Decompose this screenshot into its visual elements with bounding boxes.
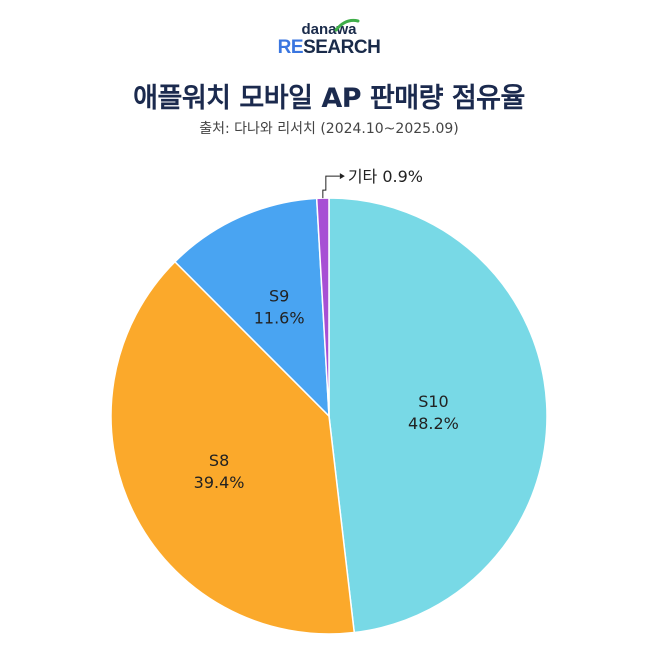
slice-value-label: 48.2% [408,414,459,433]
slice-label-other: 기타 0.9% [348,167,423,186]
slice-label: S10 [418,392,449,411]
leader-arrow-icon [339,173,345,180]
pie-slice-3 [173,197,330,418]
pie-slice-2 [110,260,356,635]
slice-value-label: 11.6% [254,309,305,328]
leader-line [322,175,340,199]
chart-title: 애플워치 모바일 AP 판매량 점유율 [133,83,525,114]
slice-label: S8 [209,451,229,470]
logo-swoosh-icon [334,18,360,32]
pie-slice-1 [328,197,548,634]
slice-label: S9 [269,287,289,306]
brand-logo: danawa RESEARCH [0,18,658,58]
pie-slice-4 [315,197,330,417]
slice-value-label: 39.4% [194,473,245,492]
logo-wordmark-bottom: RESEARCH [0,38,658,58]
logo-accent: RE [277,37,304,58]
logo-rest: SEARCH [303,37,381,58]
chart-source: 출처: 다나와 리서치 (2024.10~2025.09) [199,121,459,137]
